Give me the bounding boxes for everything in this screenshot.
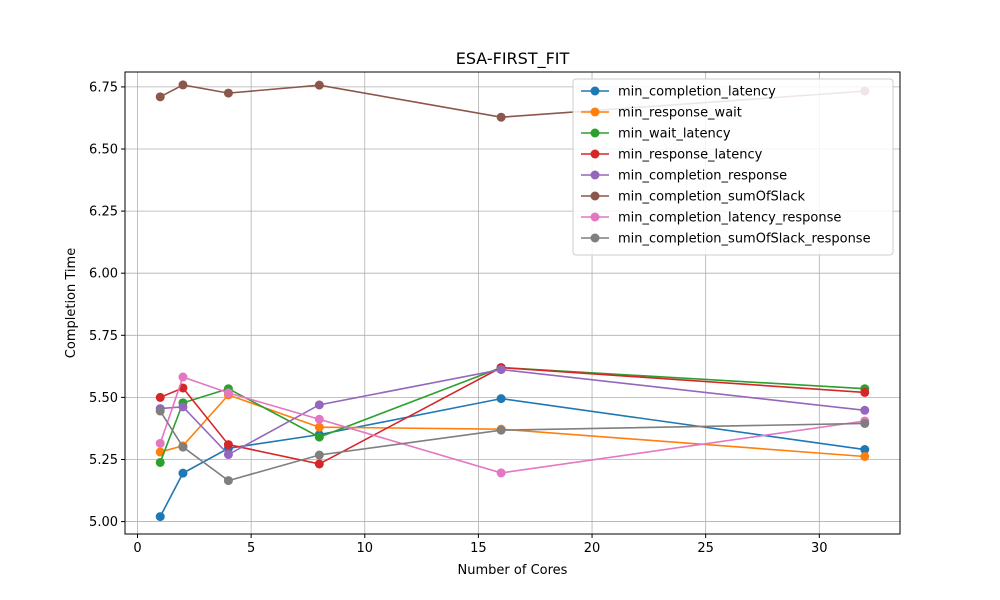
legend-marker bbox=[590, 86, 600, 96]
legend-label: min_completion_sumOfSlack bbox=[618, 190, 806, 205]
legend-item: min_response_wait bbox=[581, 106, 742, 121]
data-point bbox=[496, 112, 506, 122]
legend-label: min_completion_latency_response bbox=[618, 211, 841, 226]
y-tick-label: 6.00 bbox=[89, 267, 118, 282]
data-point bbox=[496, 468, 506, 478]
legend-marker bbox=[590, 191, 600, 201]
data-point bbox=[178, 372, 188, 382]
legend-item: min_completion_sumOfSlack bbox=[581, 190, 806, 205]
data-point bbox=[223, 440, 233, 450]
x-tick-label: 25 bbox=[697, 541, 714, 556]
data-point bbox=[223, 88, 233, 98]
data-point bbox=[223, 476, 233, 486]
legend-marker bbox=[590, 212, 600, 222]
data-point bbox=[178, 80, 188, 90]
data-point bbox=[155, 457, 165, 467]
legend-marker bbox=[590, 107, 600, 117]
x-axis-ticks: 0 5 10 15 20 25 30 bbox=[133, 534, 828, 556]
y-tick-label: 6.25 bbox=[89, 205, 118, 220]
legend-label: min_completion_sumOfSlack_response bbox=[618, 232, 871, 247]
y-tick-label: 5.00 bbox=[89, 515, 118, 530]
legend-item: min_completion_sumOfSlack_response bbox=[581, 232, 871, 247]
data-point bbox=[223, 450, 233, 460]
series-line bbox=[159, 397, 865, 517]
data-point bbox=[178, 468, 188, 478]
data-point bbox=[178, 402, 188, 412]
data-point bbox=[223, 388, 233, 398]
x-tick-label: 0 bbox=[133, 541, 141, 556]
y-axis-ticks: 5.00 5.25 5.50 5.75 6.00 6.25 6.50 6.75 bbox=[89, 80, 125, 530]
grid bbox=[125, 72, 900, 534]
y-tick-label: 5.25 bbox=[89, 453, 118, 468]
x-tick-label: 15 bbox=[470, 541, 487, 556]
data-point bbox=[314, 80, 324, 90]
y-tick-label: 6.50 bbox=[89, 143, 118, 158]
x-tick-label: 10 bbox=[356, 541, 373, 556]
legend-marker bbox=[590, 128, 600, 138]
data-point bbox=[860, 387, 870, 397]
legend-item: min_wait_latency bbox=[581, 127, 731, 142]
data-point bbox=[496, 425, 506, 435]
legend-label: min_completion_response bbox=[618, 169, 787, 184]
data-point bbox=[314, 414, 324, 424]
series-min_completion_sumOfSlack_response bbox=[155, 406, 870, 486]
legend-item: min_completion_response bbox=[581, 169, 787, 184]
data-point bbox=[496, 394, 506, 404]
y-axis-label: Completion Time bbox=[64, 248, 79, 358]
legend-marker bbox=[590, 170, 600, 180]
x-axis-label: Number of Cores bbox=[458, 563, 568, 578]
legend-label: min_response_latency bbox=[618, 148, 763, 163]
data-point bbox=[155, 92, 165, 102]
legend-box bbox=[572, 78, 894, 256]
legend-label: min_response_wait bbox=[618, 106, 742, 121]
legend-label: min_wait_latency bbox=[618, 127, 731, 142]
data-point bbox=[860, 452, 870, 462]
legend-item: min_completion_latency_response bbox=[581, 211, 841, 226]
data-point bbox=[155, 392, 165, 402]
legend-item: min_response_latency bbox=[581, 148, 763, 163]
data-point bbox=[314, 450, 324, 460]
data-point bbox=[178, 442, 188, 452]
data-point bbox=[860, 405, 870, 415]
legend-marker bbox=[590, 149, 600, 159]
y-tick-label: 5.75 bbox=[89, 329, 118, 344]
x-tick-label: 30 bbox=[811, 541, 828, 556]
y-tick-label: 6.75 bbox=[89, 80, 118, 95]
data-point bbox=[860, 445, 870, 455]
data-point bbox=[860, 418, 870, 428]
x-tick-label: 5 bbox=[247, 541, 255, 556]
x-tick-label: 20 bbox=[584, 541, 601, 556]
data-point bbox=[314, 459, 324, 469]
series-layer bbox=[155, 80, 870, 522]
series-line bbox=[159, 375, 865, 474]
data-point bbox=[314, 400, 324, 410]
legend-marker bbox=[590, 233, 600, 243]
legend-label: min_completion_latency bbox=[618, 85, 776, 100]
series-line bbox=[159, 410, 865, 482]
data-point bbox=[155, 438, 165, 448]
data-point bbox=[155, 406, 165, 416]
data-point bbox=[314, 422, 324, 432]
data-point bbox=[155, 512, 165, 522]
plot-frame bbox=[124, 71, 901, 535]
data-point bbox=[155, 447, 165, 457]
chart-title: ESA-FIRST_FIT bbox=[456, 49, 570, 69]
legend: min_completion_latency min_response_waitm… bbox=[572, 78, 894, 256]
data-point bbox=[496, 365, 506, 375]
y-tick-label: 5.50 bbox=[89, 391, 118, 406]
data-point bbox=[314, 432, 324, 442]
legend-item: min_completion_latency bbox=[581, 85, 776, 100]
